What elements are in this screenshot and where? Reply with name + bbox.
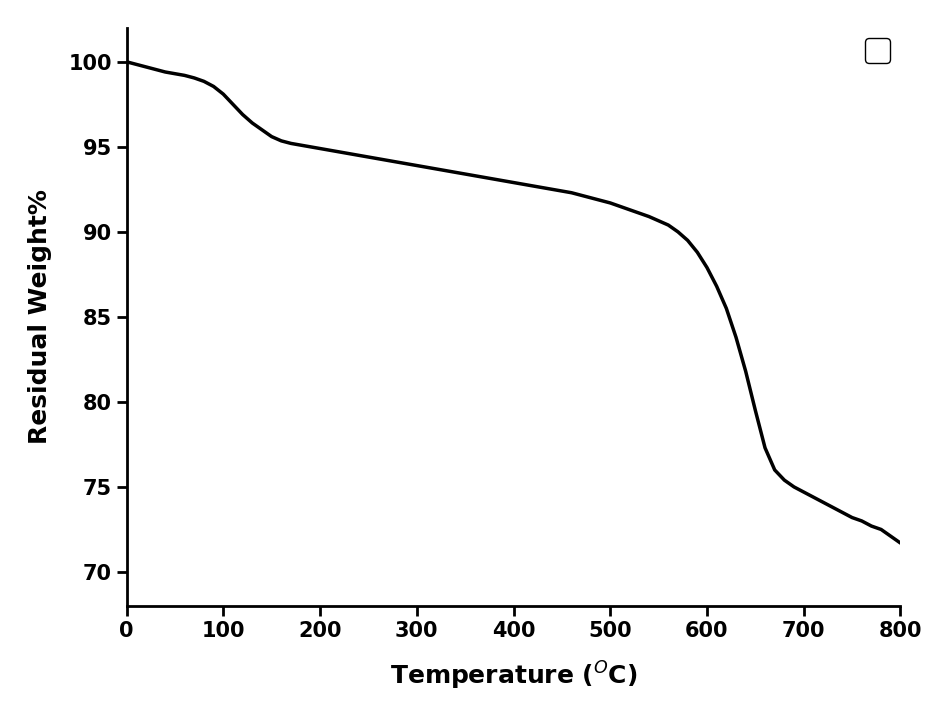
- Y-axis label: Residual Weight%: Residual Weight%: [28, 189, 52, 444]
- X-axis label: Temperature ($^{O}$C): Temperature ($^{O}$C): [390, 660, 637, 692]
- Legend: : [865, 38, 890, 63]
